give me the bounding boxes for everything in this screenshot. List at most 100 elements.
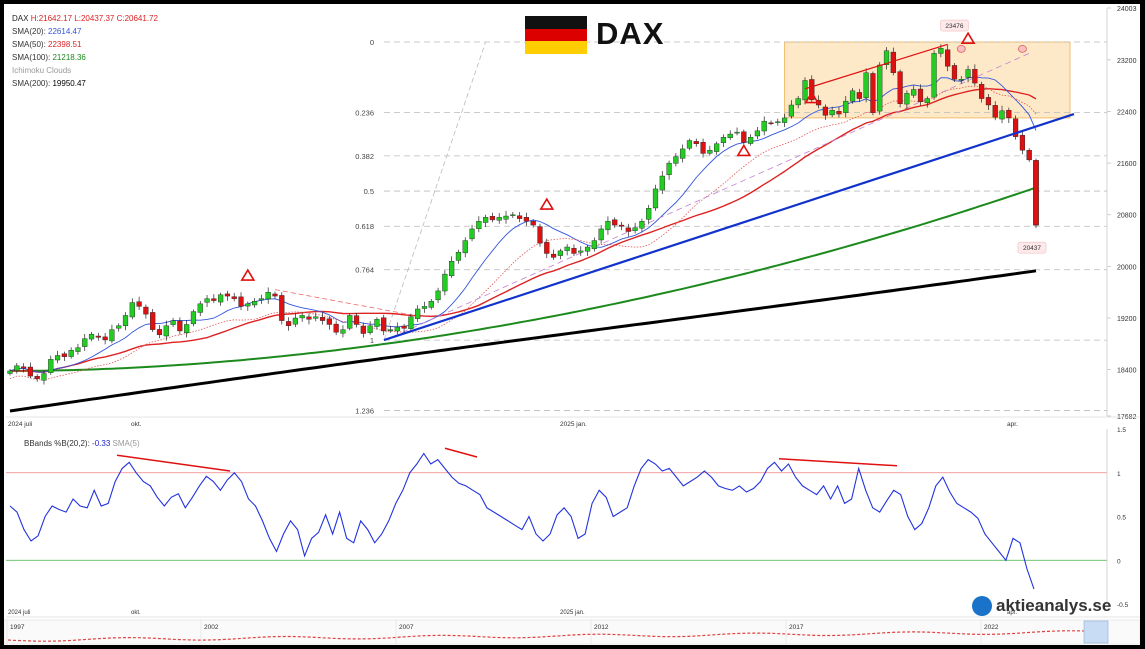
candle-up bbox=[503, 215, 509, 220]
candle-up bbox=[938, 48, 944, 54]
ichimoku-line[interactable]: Ichimoku Clouds bbox=[12, 64, 158, 77]
candle-up bbox=[129, 302, 135, 318]
candle-up bbox=[849, 90, 856, 102]
ohlc-high: H:21642.17 bbox=[30, 14, 73, 23]
candle-up bbox=[68, 350, 74, 357]
candle-up bbox=[714, 143, 720, 152]
candle-up bbox=[673, 156, 679, 164]
candle-down bbox=[618, 224, 625, 227]
candle-down bbox=[836, 111, 842, 115]
bb-axis-label: 1.5 bbox=[1117, 427, 1126, 434]
bbands-value: -0.33 bbox=[92, 439, 111, 448]
candle-down bbox=[768, 122, 774, 125]
divergence-line bbox=[116, 454, 231, 472]
candle-up bbox=[727, 133, 733, 139]
price-axis-label: 20000 bbox=[1117, 264, 1137, 271]
candle-up bbox=[924, 98, 930, 103]
candle-up bbox=[754, 130, 761, 137]
triangle-signal-icon bbox=[960, 31, 976, 44]
candle-up bbox=[578, 250, 584, 253]
channel-dashed-line bbox=[383, 53, 1030, 341]
ichimoku-label: Ichimoku Clouds bbox=[12, 66, 72, 75]
candle-up bbox=[258, 298, 265, 301]
candle-down bbox=[143, 306, 149, 315]
candle-up bbox=[415, 308, 421, 319]
candle-up bbox=[707, 149, 713, 154]
candle-up bbox=[911, 89, 917, 96]
sma20-line[interactable]: SMA(20): 22614.47 bbox=[12, 25, 158, 38]
candle-up bbox=[197, 303, 203, 313]
candle-down bbox=[61, 353, 67, 357]
candle-up bbox=[496, 217, 502, 221]
uptrend-line bbox=[383, 113, 1075, 342]
navigator-year-label: 1997 bbox=[10, 624, 25, 631]
candle-up bbox=[41, 373, 47, 381]
candle-up bbox=[442, 273, 448, 292]
candle-up bbox=[999, 110, 1005, 120]
candle-up bbox=[109, 329, 115, 342]
sma200-label: SMA(200): bbox=[12, 79, 51, 88]
price-legend: DAX H:21642.17 L:20437.37 C:20641.72 SMA… bbox=[12, 12, 158, 90]
candle-down bbox=[1006, 110, 1012, 119]
candle-up bbox=[632, 227, 638, 231]
navigator-year-label: 2012 bbox=[594, 624, 609, 631]
candle-up bbox=[652, 188, 659, 209]
fib-level-label: 1.236 bbox=[355, 406, 374, 415]
candle-down bbox=[972, 69, 978, 84]
candle-down bbox=[285, 321, 292, 326]
chart-svg: 24003 23200 22400 21600 20800 20000 19200 18400… bbox=[4, 6, 1140, 645]
candle-up bbox=[462, 240, 468, 254]
sma100-line[interactable]: SMA(100): 21218.36 bbox=[12, 51, 158, 64]
candle-down bbox=[945, 49, 951, 67]
german-flag-icon bbox=[525, 16, 587, 54]
navigator-year-label: 2022 bbox=[984, 624, 999, 631]
candle-down bbox=[224, 293, 231, 297]
candle-up bbox=[666, 162, 672, 175]
navigator-handle-window bbox=[1083, 620, 1109, 644]
triangle-signal-icon bbox=[804, 91, 820, 104]
candle-up bbox=[469, 228, 475, 240]
candle-up bbox=[435, 290, 441, 301]
price-x-label: 2025 jan. bbox=[560, 421, 587, 428]
candle-up bbox=[48, 359, 54, 373]
candle-up bbox=[313, 316, 319, 319]
candle-up bbox=[347, 315, 353, 329]
price-axis-label: 19200 bbox=[1117, 316, 1137, 323]
fib-diagonal-line bbox=[383, 41, 487, 341]
candle-up bbox=[374, 319, 380, 327]
price-x-label: okt. bbox=[131, 421, 142, 428]
navigator-year-label: 2007 bbox=[399, 624, 414, 631]
sma50-value: 22398.51 bbox=[48, 40, 82, 49]
bbands-percentb-line bbox=[9, 452, 1035, 590]
candle-down bbox=[700, 141, 706, 154]
candle-up bbox=[591, 240, 597, 250]
sma50-line bbox=[10, 87, 1037, 373]
candle-down bbox=[27, 366, 33, 377]
candle-up bbox=[510, 214, 516, 216]
candle-down bbox=[231, 296, 237, 299]
bb-x-label: 2024 juli bbox=[8, 610, 30, 616]
candle-down bbox=[870, 73, 876, 113]
fib-level-label: 1 bbox=[370, 336, 374, 345]
value-annotation-label: 20437 bbox=[1023, 245, 1041, 252]
value-annotation-label: 23476 bbox=[945, 23, 963, 30]
candle-up bbox=[557, 250, 563, 256]
sma200-line[interactable]: SMA(200): 19950.47 bbox=[12, 77, 158, 90]
candle-up bbox=[598, 228, 604, 241]
sma50-line[interactable]: SMA(50): 22398.51 bbox=[12, 38, 158, 51]
candle-up bbox=[686, 140, 693, 149]
price-axis-label: 17682 bbox=[1117, 414, 1137, 421]
candle-down bbox=[979, 84, 985, 99]
candle-down bbox=[571, 248, 577, 254]
price-axis-label: 22400 bbox=[1117, 109, 1137, 116]
candle-up bbox=[82, 338, 88, 347]
candle-down bbox=[951, 65, 958, 80]
candle-up bbox=[788, 104, 794, 117]
candle-down bbox=[856, 92, 862, 99]
candle-down bbox=[136, 301, 142, 307]
navigator-strip bbox=[4, 619, 1140, 645]
price-axis-label: 21600 bbox=[1117, 161, 1137, 168]
candle-up bbox=[252, 301, 258, 306]
candle-down bbox=[693, 141, 699, 144]
